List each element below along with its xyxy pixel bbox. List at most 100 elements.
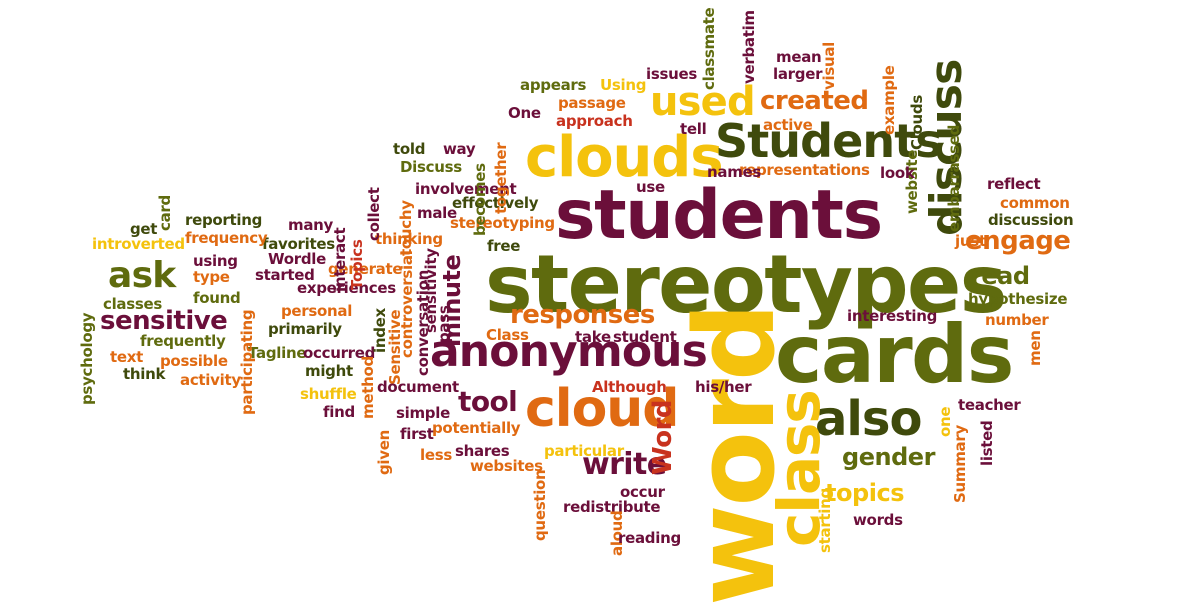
cloud-word: first	[400, 425, 434, 443]
cloud-word: verbatim	[740, 10, 758, 84]
cloud-word: Word	[648, 400, 678, 475]
cloud-word: collect	[365, 187, 383, 241]
cloud-word: redistribute	[563, 498, 661, 516]
cloud-word: passage	[558, 94, 626, 112]
cloud-word: topics	[825, 479, 904, 507]
cloud-word: websites	[470, 457, 543, 475]
cloud-word: touchy	[397, 200, 415, 256]
cloud-word: stereotypes	[485, 238, 1007, 331]
cloud-word: approach	[556, 112, 633, 130]
cloud-word: listed	[978, 420, 996, 467]
cloud-word: Class	[486, 326, 529, 344]
cloud-word: thinking	[375, 230, 443, 248]
cloud-word: occurred	[303, 344, 376, 362]
cloud-word: Topics	[348, 239, 366, 290]
cloud-word: discussion	[988, 211, 1074, 229]
cloud-word: frequency	[185, 229, 268, 247]
cloud-word: sensitive	[100, 306, 228, 336]
cloud-word: his/her	[695, 378, 752, 396]
cloud-word: way	[443, 140, 476, 158]
cloud-word: teacher	[958, 396, 1021, 414]
cloud-word: write	[582, 447, 667, 482]
cloud-word: words	[853, 511, 903, 529]
cloud-word: Although	[592, 378, 667, 396]
cloud-word: given	[375, 429, 393, 475]
cloud-word: use	[636, 178, 665, 196]
cloud-word: ask	[108, 255, 176, 296]
cloud-word: experiences	[297, 279, 396, 297]
cloud-word: One	[508, 104, 541, 122]
cloud-word: one	[936, 406, 954, 437]
cloud-word: frequently	[140, 332, 226, 350]
cloud-word: male	[417, 204, 457, 222]
cloud-word: occur	[620, 483, 665, 501]
cloud-word: possible	[160, 352, 228, 370]
cloud-word: told	[393, 140, 426, 158]
cloud-word: gender	[842, 443, 935, 471]
cloud-word: shuffle	[300, 385, 357, 403]
cloud-word: number	[985, 311, 1049, 329]
cloud-word: Using	[600, 76, 647, 94]
cloud-word: effectively	[452, 194, 539, 212]
cloud-word: Clouds	[908, 95, 926, 150]
cloud-word: clouds	[525, 125, 724, 190]
cloud-word: men	[1026, 330, 1044, 366]
cloud-word: Tagline	[248, 344, 307, 362]
cloud-word: look	[880, 164, 915, 182]
cloud-word: interact	[331, 227, 349, 292]
cloud-word: cards	[775, 308, 1014, 401]
cloud-word: tell	[680, 120, 707, 138]
cloud-word: together	[492, 142, 510, 214]
cloud-word: favorites	[262, 235, 335, 253]
cloud-word: find	[323, 403, 355, 421]
cloud-word: shares	[455, 442, 510, 460]
cloud-word: generate	[328, 260, 403, 278]
cloud-word: method	[359, 356, 377, 419]
cloud-word: pass	[435, 305, 453, 343]
cloud-word: type	[193, 268, 230, 286]
cloud-word: Discuss	[400, 158, 462, 176]
cloud-word: introverted	[92, 235, 185, 253]
cloud-word: used	[650, 79, 756, 125]
cloud-word: take	[575, 328, 611, 346]
cloud-word: simple	[396, 404, 450, 422]
cloud-word: less	[420, 446, 452, 464]
cloud-word: embarrassed	[945, 124, 963, 232]
cloud-word: document	[377, 378, 459, 396]
cloud-word: tool	[458, 385, 518, 418]
cloud-word: question	[531, 469, 549, 541]
cloud-word: classes	[103, 295, 163, 313]
cloud-word: get	[130, 220, 158, 238]
cloud-word: controversial	[398, 250, 416, 358]
cloud-word: primarily	[268, 320, 342, 338]
cloud-word: reporting	[185, 211, 263, 229]
cloud-word: active	[763, 116, 813, 134]
cloud-word: visual	[820, 42, 838, 90]
cloud-word: example	[880, 65, 898, 135]
cloud-word: potentially	[432, 419, 521, 437]
cloud-word: just	[955, 232, 986, 250]
cloud-word: activity	[180, 371, 241, 389]
cloud-word: reading	[618, 529, 681, 547]
cloud-word: think	[123, 365, 166, 383]
cloud-word: names	[707, 163, 762, 181]
cloud-word: issues	[646, 65, 697, 83]
cloud-word: reflect	[987, 175, 1041, 193]
cloud-word: free	[487, 237, 521, 255]
cloud-word: engage	[965, 226, 1071, 256]
cloud-word: particular	[544, 442, 624, 460]
cloud-word: card	[156, 195, 174, 231]
cloud-word: Students	[715, 114, 943, 168]
cloud-word: stereotyping	[450, 214, 555, 232]
cloud-word: responses	[510, 300, 655, 330]
cloud-word: using	[193, 252, 238, 270]
cloud-word: text	[110, 348, 143, 366]
cloud-word: larger	[773, 65, 823, 83]
cloud-word: appears	[520, 76, 587, 94]
cloud-word: might	[305, 362, 353, 380]
cloud-word: personal	[281, 302, 353, 320]
cloud-word: many	[288, 216, 334, 234]
cloud-word: mean	[776, 48, 822, 66]
cloud-word: student	[613, 328, 677, 346]
